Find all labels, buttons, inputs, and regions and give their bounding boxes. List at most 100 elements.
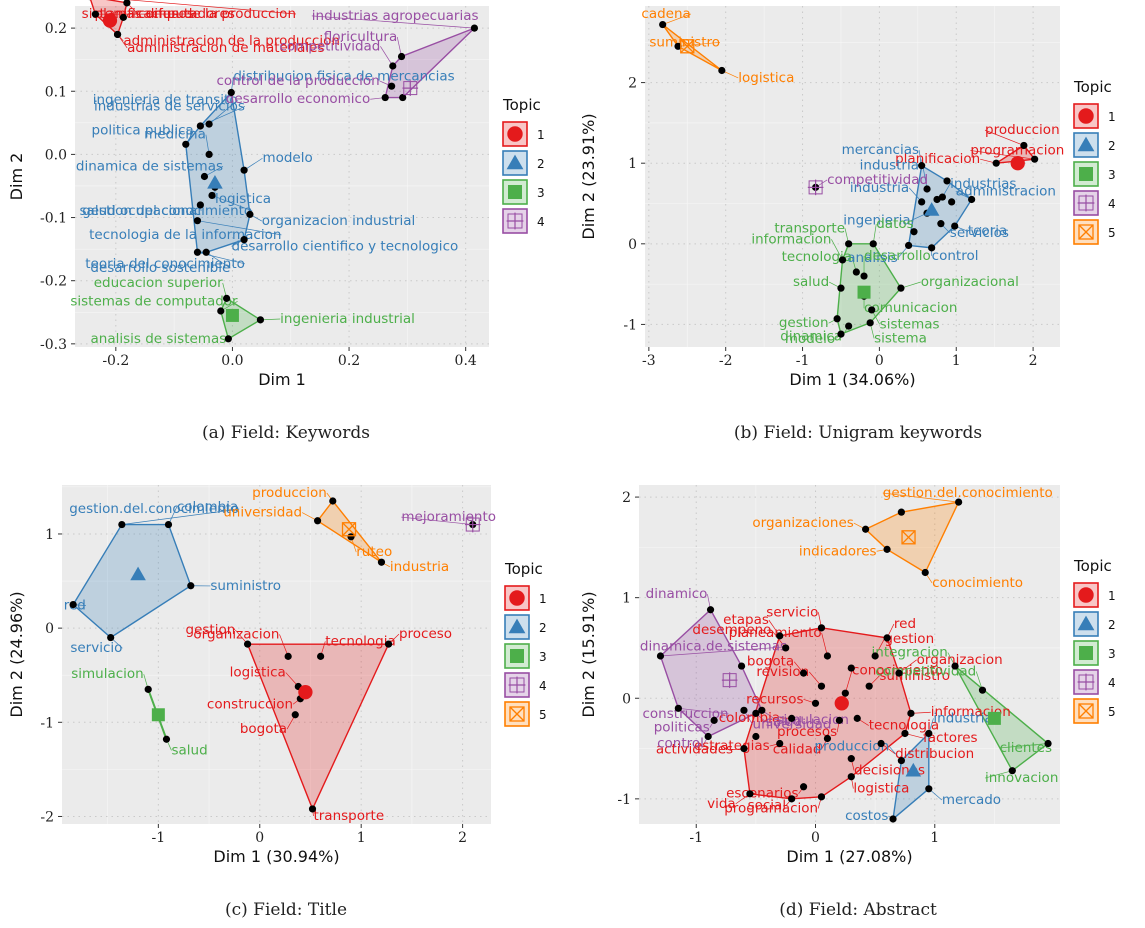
data-point	[397, 52, 406, 61]
legend-label: 4	[1108, 676, 1116, 690]
legend-item-2: 2	[504, 614, 547, 640]
point-label: organizaciones	[752, 515, 853, 531]
point-label: salud	[793, 274, 829, 290]
data-point	[837, 330, 845, 338]
point-label: transporte	[313, 808, 384, 824]
square-icon	[510, 649, 524, 663]
data-point	[921, 568, 929, 577]
data-point	[817, 682, 826, 690]
y-tick-label: -0.1	[40, 211, 67, 227]
point-label: colombia	[719, 710, 780, 726]
data-point	[955, 498, 963, 506]
y-tick-label: -0.3	[40, 337, 67, 353]
data-point	[860, 272, 868, 280]
point-label: mercado	[942, 792, 1001, 808]
point-label: informacion	[751, 231, 831, 247]
data-point	[847, 773, 855, 781]
point-label: organizacion	[193, 626, 279, 642]
data-point	[758, 706, 766, 714]
centroid-topic-4	[721, 672, 738, 688]
point-label: bogota	[240, 721, 287, 737]
legend-item-1: 1	[502, 121, 545, 147]
data-point	[752, 709, 760, 717]
point-label: gestion	[186, 622, 236, 638]
cross-square-icon	[506, 212, 524, 230]
point-label: universidad	[753, 716, 832, 732]
data-point	[256, 316, 265, 324]
data-point	[746, 790, 754, 798]
legend-swatch	[504, 585, 530, 611]
point-label: bogota	[747, 654, 794, 670]
data-point	[107, 633, 115, 642]
x-tick-label: 0	[255, 830, 264, 846]
data-point	[317, 652, 325, 660]
y-tick-label: 0.0	[45, 147, 67, 163]
centroid-topic-2	[905, 762, 922, 777]
x-tick-label: -2	[719, 353, 733, 369]
data-point	[817, 793, 826, 801]
point-label: industria	[850, 180, 909, 196]
label-connector	[380, 46, 394, 67]
data-point	[948, 198, 956, 206]
label-connector	[922, 165, 928, 190]
data-point	[943, 177, 951, 185]
data-point	[470, 24, 479, 32]
data-point	[196, 122, 204, 130]
point-label: procesos	[777, 724, 837, 740]
x-tick-label: -1	[152, 830, 166, 846]
legend-item-2: 2	[1073, 611, 1116, 637]
point-label: red	[894, 616, 916, 632]
panel-keywords: planificacion de la produccion computador…	[0, 0, 572, 420]
y-axis-label: Dim 2 (15.91%)	[579, 591, 598, 717]
legend-title: Topic	[1073, 557, 1112, 575]
data-point	[1031, 155, 1039, 163]
data-point	[838, 256, 847, 264]
y-tick-label: 1	[628, 156, 637, 172]
centroids	[721, 530, 1001, 777]
label-connector	[678, 41, 721, 47]
square-icon	[1079, 646, 1093, 660]
data-point	[907, 709, 915, 717]
point-label: analisis	[847, 250, 897, 266]
x-tick-label: -1	[796, 353, 810, 369]
cluster-hull-topic-5	[864, 501, 960, 574]
data-point	[868, 306, 876, 314]
centroid-topic-5	[680, 39, 695, 54]
point-label: logistica	[853, 781, 909, 797]
legend-item-4: 4	[502, 208, 545, 234]
circle-icon	[1078, 108, 1094, 124]
y-tick-label: 0.2	[45, 21, 67, 37]
point-label: servicio	[70, 640, 122, 656]
point-label: industrias de servicios	[94, 98, 245, 114]
y-tick-label: -0.2	[40, 274, 67, 290]
point-label: calidad	[773, 741, 822, 757]
point-label: simulacion	[71, 666, 144, 682]
data-point	[782, 644, 790, 652]
legend-item-4: 4	[1073, 669, 1116, 695]
point-label: floricultura	[324, 29, 397, 45]
point-label: dinamica.de.sistemas	[640, 639, 787, 655]
data-point	[897, 284, 905, 292]
legend-label: 4	[537, 215, 545, 229]
data-point	[205, 120, 213, 128]
data-point	[871, 652, 879, 660]
data-point	[883, 634, 891, 642]
plot-background	[645, 6, 1060, 347]
point-label: organizacion	[917, 652, 1003, 668]
cluster-hull-topic-5	[662, 23, 723, 72]
point-label: planificacion de la produccion	[95, 6, 296, 22]
point-label: distribucion	[895, 746, 974, 762]
data-point	[817, 624, 826, 632]
data-point	[865, 682, 873, 690]
data-point	[835, 716, 843, 724]
data-point	[706, 606, 715, 614]
circle-icon	[1078, 587, 1094, 603]
data-point	[918, 162, 926, 170]
data-point	[925, 785, 933, 793]
point-label: administracion	[956, 183, 1056, 199]
point-label: estrategias	[694, 738, 770, 754]
data-point	[776, 632, 784, 640]
legend-label: 5	[539, 708, 547, 722]
point-label: organizacional	[921, 274, 1019, 290]
